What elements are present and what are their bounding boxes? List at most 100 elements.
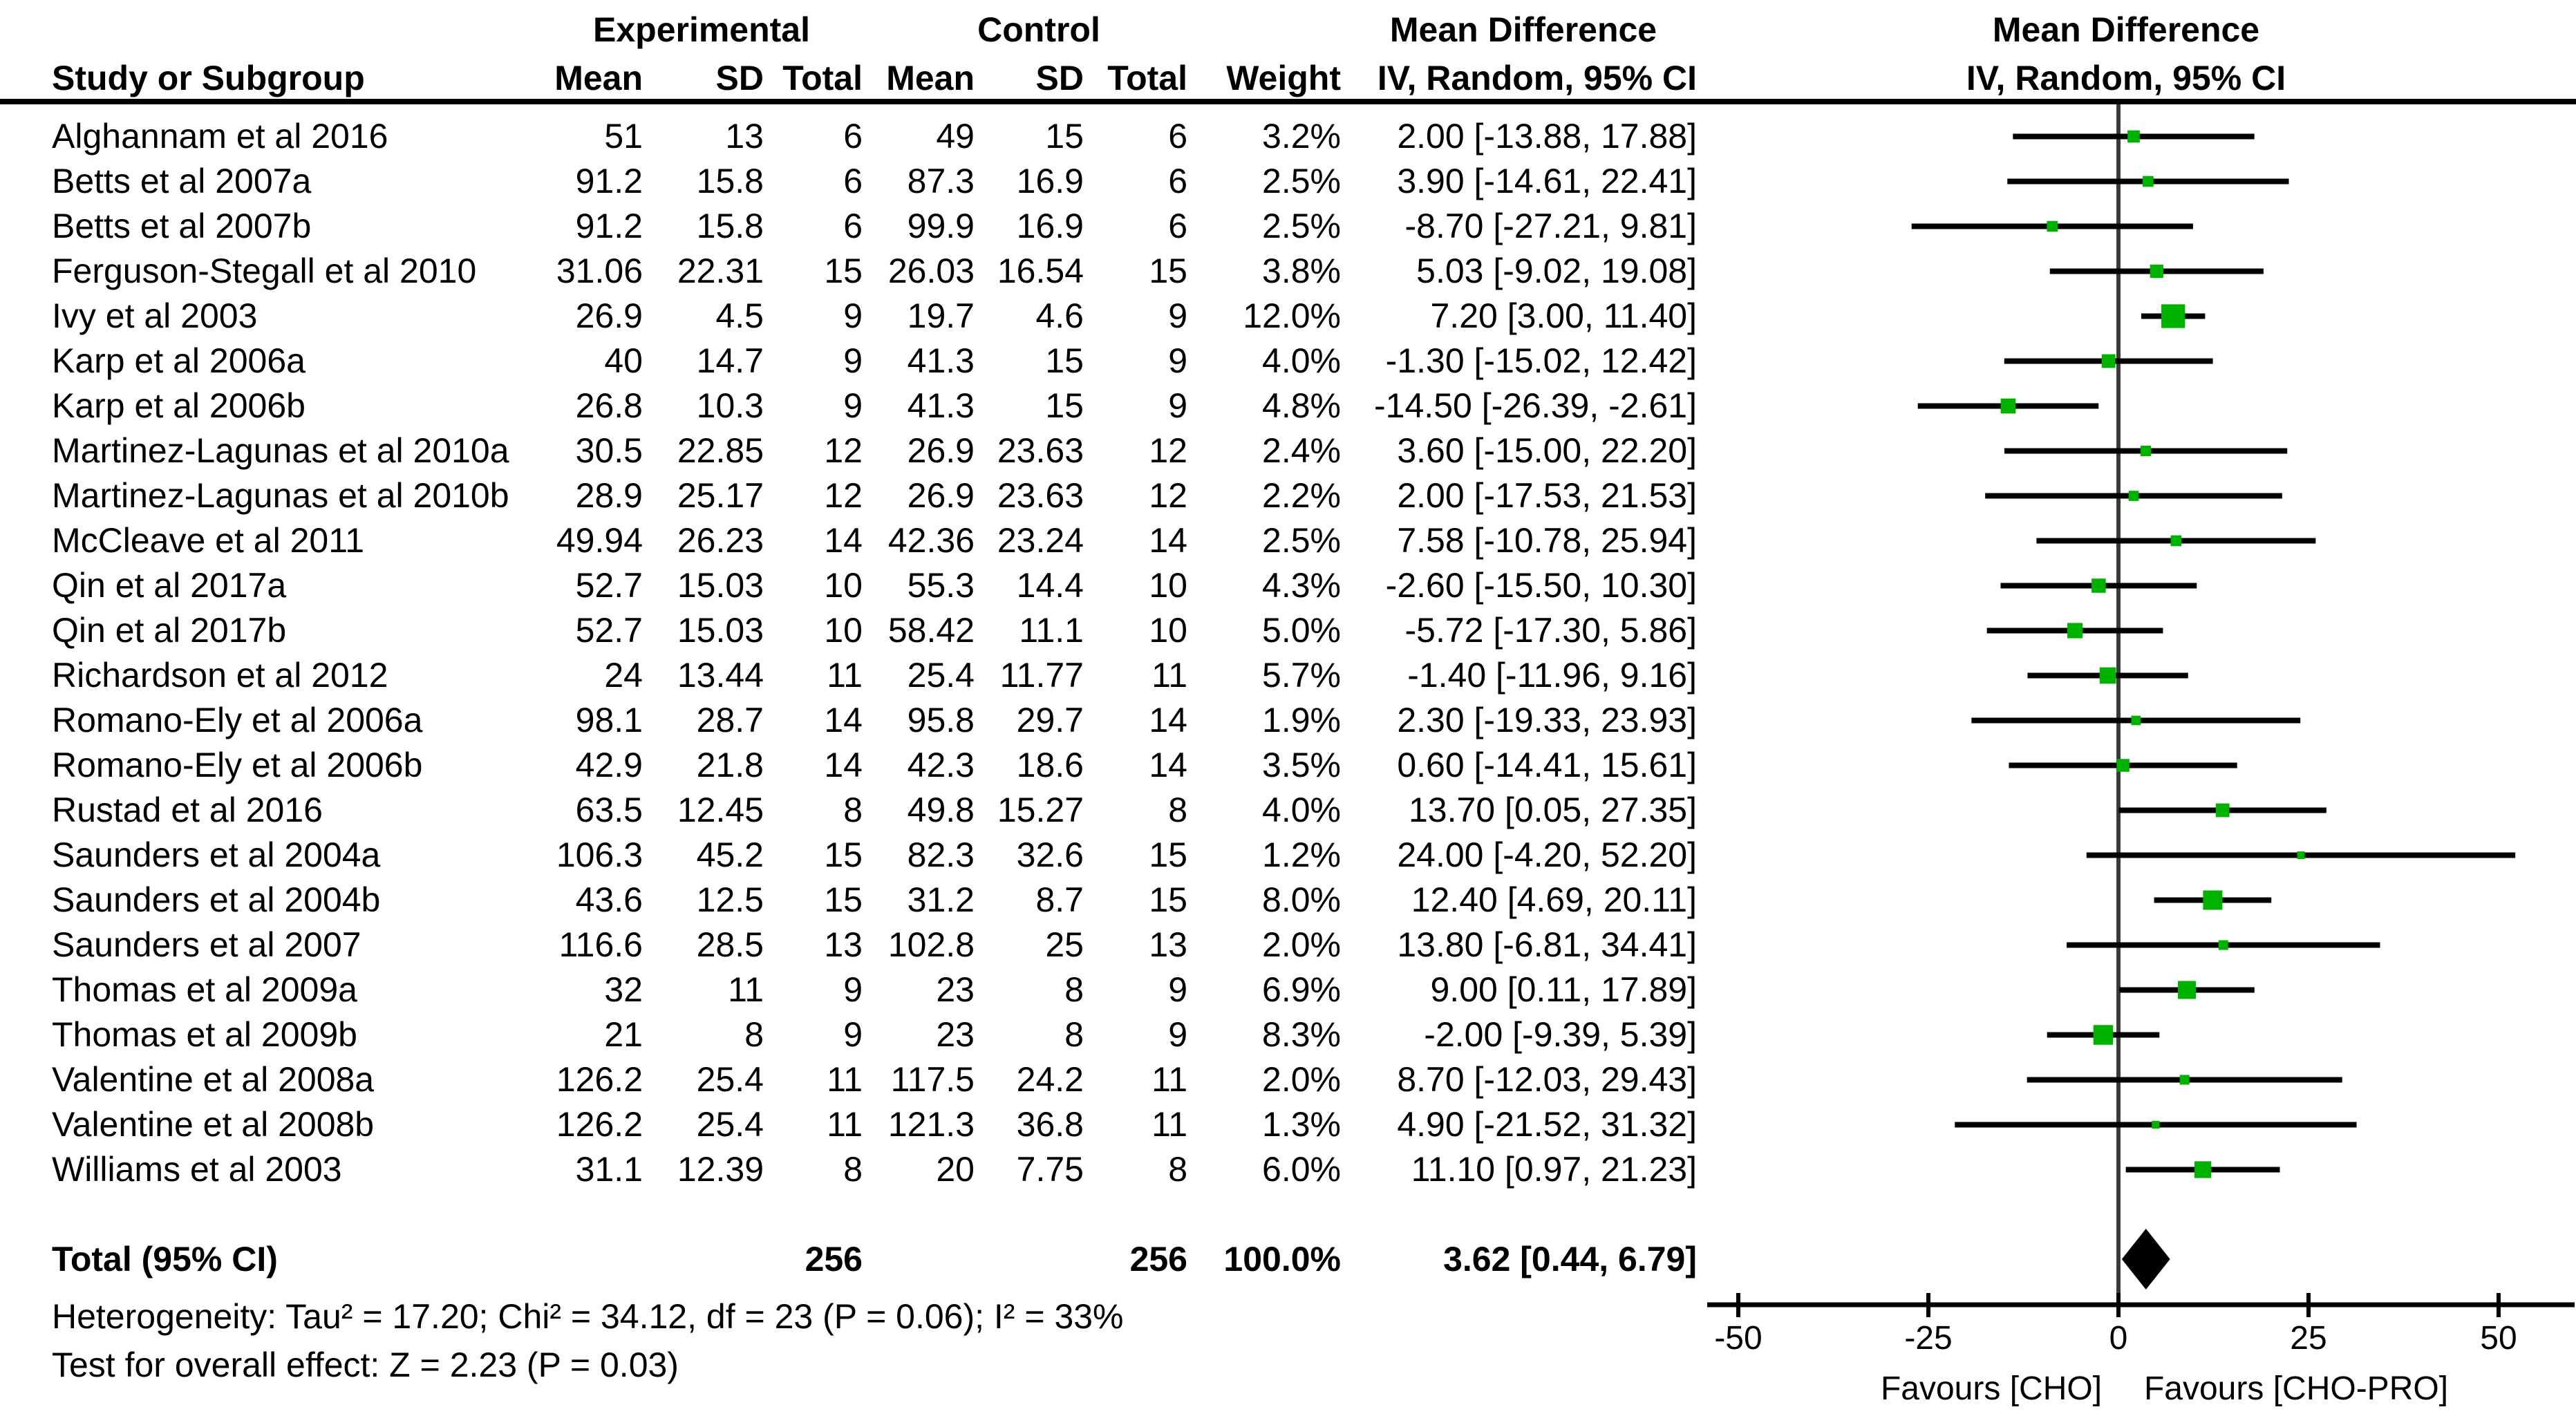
exp-sd: 15.03	[677, 611, 764, 650]
exp-sd: 22.85	[677, 431, 764, 470]
md-ci: 11.10 [0.97, 21.23]	[1411, 1150, 1697, 1189]
ctl-mean: 87.3	[907, 162, 975, 200]
exp-total: 8	[843, 791, 863, 829]
exp-total: 15	[824, 836, 863, 874]
ctl-total: 15	[1149, 252, 1187, 290]
study-row: Betts et al 2007a 91.2 15.8 6 87.3 16.9 6 2.5% 3…	[0, 159, 1728, 204]
effect-square	[2161, 304, 2185, 328]
study-name: Saunders et al 2007	[52, 925, 361, 964]
study-name: Qin et al 2017a	[52, 566, 287, 605]
exp-mean: 24	[604, 656, 643, 695]
exp-sd: 28.7	[696, 701, 764, 739]
exp-mean: 26.9	[575, 296, 643, 335]
pooled-diamond	[2121, 1229, 2170, 1290]
ctl-sd: 15	[1045, 386, 1084, 425]
exp-sd: 15.8	[696, 207, 764, 245]
study-name: Betts et al 2007a	[52, 162, 312, 200]
study-name: Valentine et al 2008b	[52, 1105, 375, 1144]
exp-total: 9	[843, 970, 863, 1009]
effect-square	[2128, 491, 2139, 501]
exp-total: 14	[824, 746, 863, 784]
study-row: Saunders et al 2007 116.6 28.5 13 102.8 25 13 2…	[0, 923, 1728, 968]
exp-sd: 14.7	[696, 341, 764, 380]
study-row: Romano-Ely et al 2006a 98.1 28.7 14 95.8 29.7…	[0, 698, 1728, 743]
exp-sd: 13	[725, 117, 764, 155]
col-study-or-subgroup: Study or Subgroup	[52, 59, 365, 97]
exp-mean: 40	[604, 341, 643, 380]
ctl-mean: 23	[936, 970, 975, 1009]
exp-mean: 43.6	[575, 880, 643, 919]
weight: 5.7%	[1262, 656, 1341, 695]
exp-mean: 91.2	[575, 162, 643, 200]
exp-mean: 31.1	[575, 1150, 643, 1189]
effect-square	[2203, 890, 2223, 910]
weight: 2.0%	[1262, 925, 1341, 964]
study-row: Saunders et al 2004b 43.6 12.5 15 31.2 8.7 15 8…	[0, 878, 1728, 923]
ctl-total: 11	[1151, 1105, 1187, 1144]
md-ci: 12.40 [4.69, 20.11]	[1411, 880, 1697, 919]
exp-total: 11	[827, 1060, 863, 1099]
ctl-sd: 7.75	[1016, 1150, 1084, 1189]
study-name: Ferguson-Stegall et al 2010	[52, 252, 477, 290]
study-name: Martinez-Lagunas et al 2010b	[52, 476, 509, 515]
exp-total: 9	[843, 1015, 863, 1054]
exp-total: 14	[824, 521, 863, 560]
md-ci: -2.00 [-9.39, 5.39]	[1424, 1015, 1697, 1054]
col-ctl-sd: SD	[1035, 59, 1084, 97]
exp-mean: 26.8	[575, 386, 643, 425]
ctl-mean: 55.3	[907, 566, 975, 605]
exp-sd: 25.4	[696, 1060, 764, 1099]
ctl-total: 14	[1149, 701, 1187, 739]
ctl-total: 6	[1168, 162, 1187, 200]
effect-square	[2093, 1025, 2114, 1045]
study-row: Betts et al 2007b 91.2 15.8 6 99.9 16.9 6 2.5% -…	[0, 204, 1728, 249]
ctl-sd: 8	[1064, 970, 1084, 1009]
exp-total: 12	[824, 476, 863, 515]
study-row: Martinez-Lagunas et al 2010a 30.5 22.85 12 2…	[0, 428, 1728, 473]
exp-total: 9	[843, 386, 863, 425]
col-exp-total: Total	[782, 59, 863, 97]
favours-left-label: Favours [CHO]	[1881, 1370, 2102, 1407]
ctl-mean: 58.42	[887, 611, 975, 650]
ctl-sd: 18.6	[1016, 746, 1084, 784]
effect-square	[2297, 851, 2305, 859]
study-name: Saunders et al 2004b	[52, 880, 381, 919]
exp-sd: 25.4	[696, 1105, 764, 1144]
ctl-sd: 36.8	[1016, 1105, 1084, 1144]
exp-mean: 49.94	[556, 521, 643, 560]
ctl-total: 13	[1149, 925, 1187, 964]
weight: 12.0%	[1243, 296, 1341, 335]
study-row: Valentine et al 2008a 126.2 25.4 11 117.5 24.…	[0, 1057, 1728, 1102]
ctl-total: 15	[1149, 836, 1187, 874]
weight: 4.8%	[1262, 386, 1341, 425]
study-name: Karp et al 2006b	[52, 386, 305, 425]
col-iv-random-ci: IV, Random, 95% CI	[1377, 59, 1697, 97]
exp-total: 9	[843, 341, 863, 380]
md-ci: 3.90 [-14.61, 22.41]	[1397, 162, 1697, 200]
ctl-sd: 29.7	[1016, 701, 1084, 739]
study-row: McCleave et al 2011 49.94 26.23 14 42.36 23.2…	[0, 518, 1728, 563]
ctl-mean: 41.3	[907, 386, 975, 425]
ctl-total: 9	[1168, 970, 1187, 1009]
exp-total: 10	[824, 611, 863, 650]
ctl-total: 6	[1168, 117, 1187, 155]
axis-tick-label: 25	[2290, 1320, 2326, 1357]
study-row: Romano-Ely et al 2006b 42.9 21.8 14 42.3 18.6…	[0, 743, 1728, 788]
ctl-sd: 23.24	[997, 521, 1084, 560]
exp-sd: 12.5	[696, 880, 764, 919]
header-experimental: Experimental	[592, 10, 811, 49]
effect-square	[2127, 130, 2140, 143]
weight: 8.0%	[1262, 880, 1341, 919]
ctl-sd: 15	[1045, 117, 1084, 155]
header-mean-difference-right: Mean Difference	[1992, 10, 2260, 49]
ctl-mean: 20	[936, 1150, 975, 1189]
md-ci: 3.60 [-15.00, 22.20]	[1397, 431, 1697, 470]
md-ci: 2.30 [-19.33, 23.93]	[1397, 701, 1697, 739]
ctl-mean: 117.5	[890, 1060, 975, 1099]
effect-square	[2143, 176, 2154, 187]
ctl-mean: 41.3	[907, 341, 975, 380]
exp-total: 6	[843, 162, 863, 200]
effect-square	[2000, 398, 2016, 414]
exp-mean: 52.7	[575, 611, 643, 650]
study-row: Thomas et al 2009b 21 8 9 23 8 9 8.3% -2.00 [-9.…	[0, 1012, 1728, 1057]
